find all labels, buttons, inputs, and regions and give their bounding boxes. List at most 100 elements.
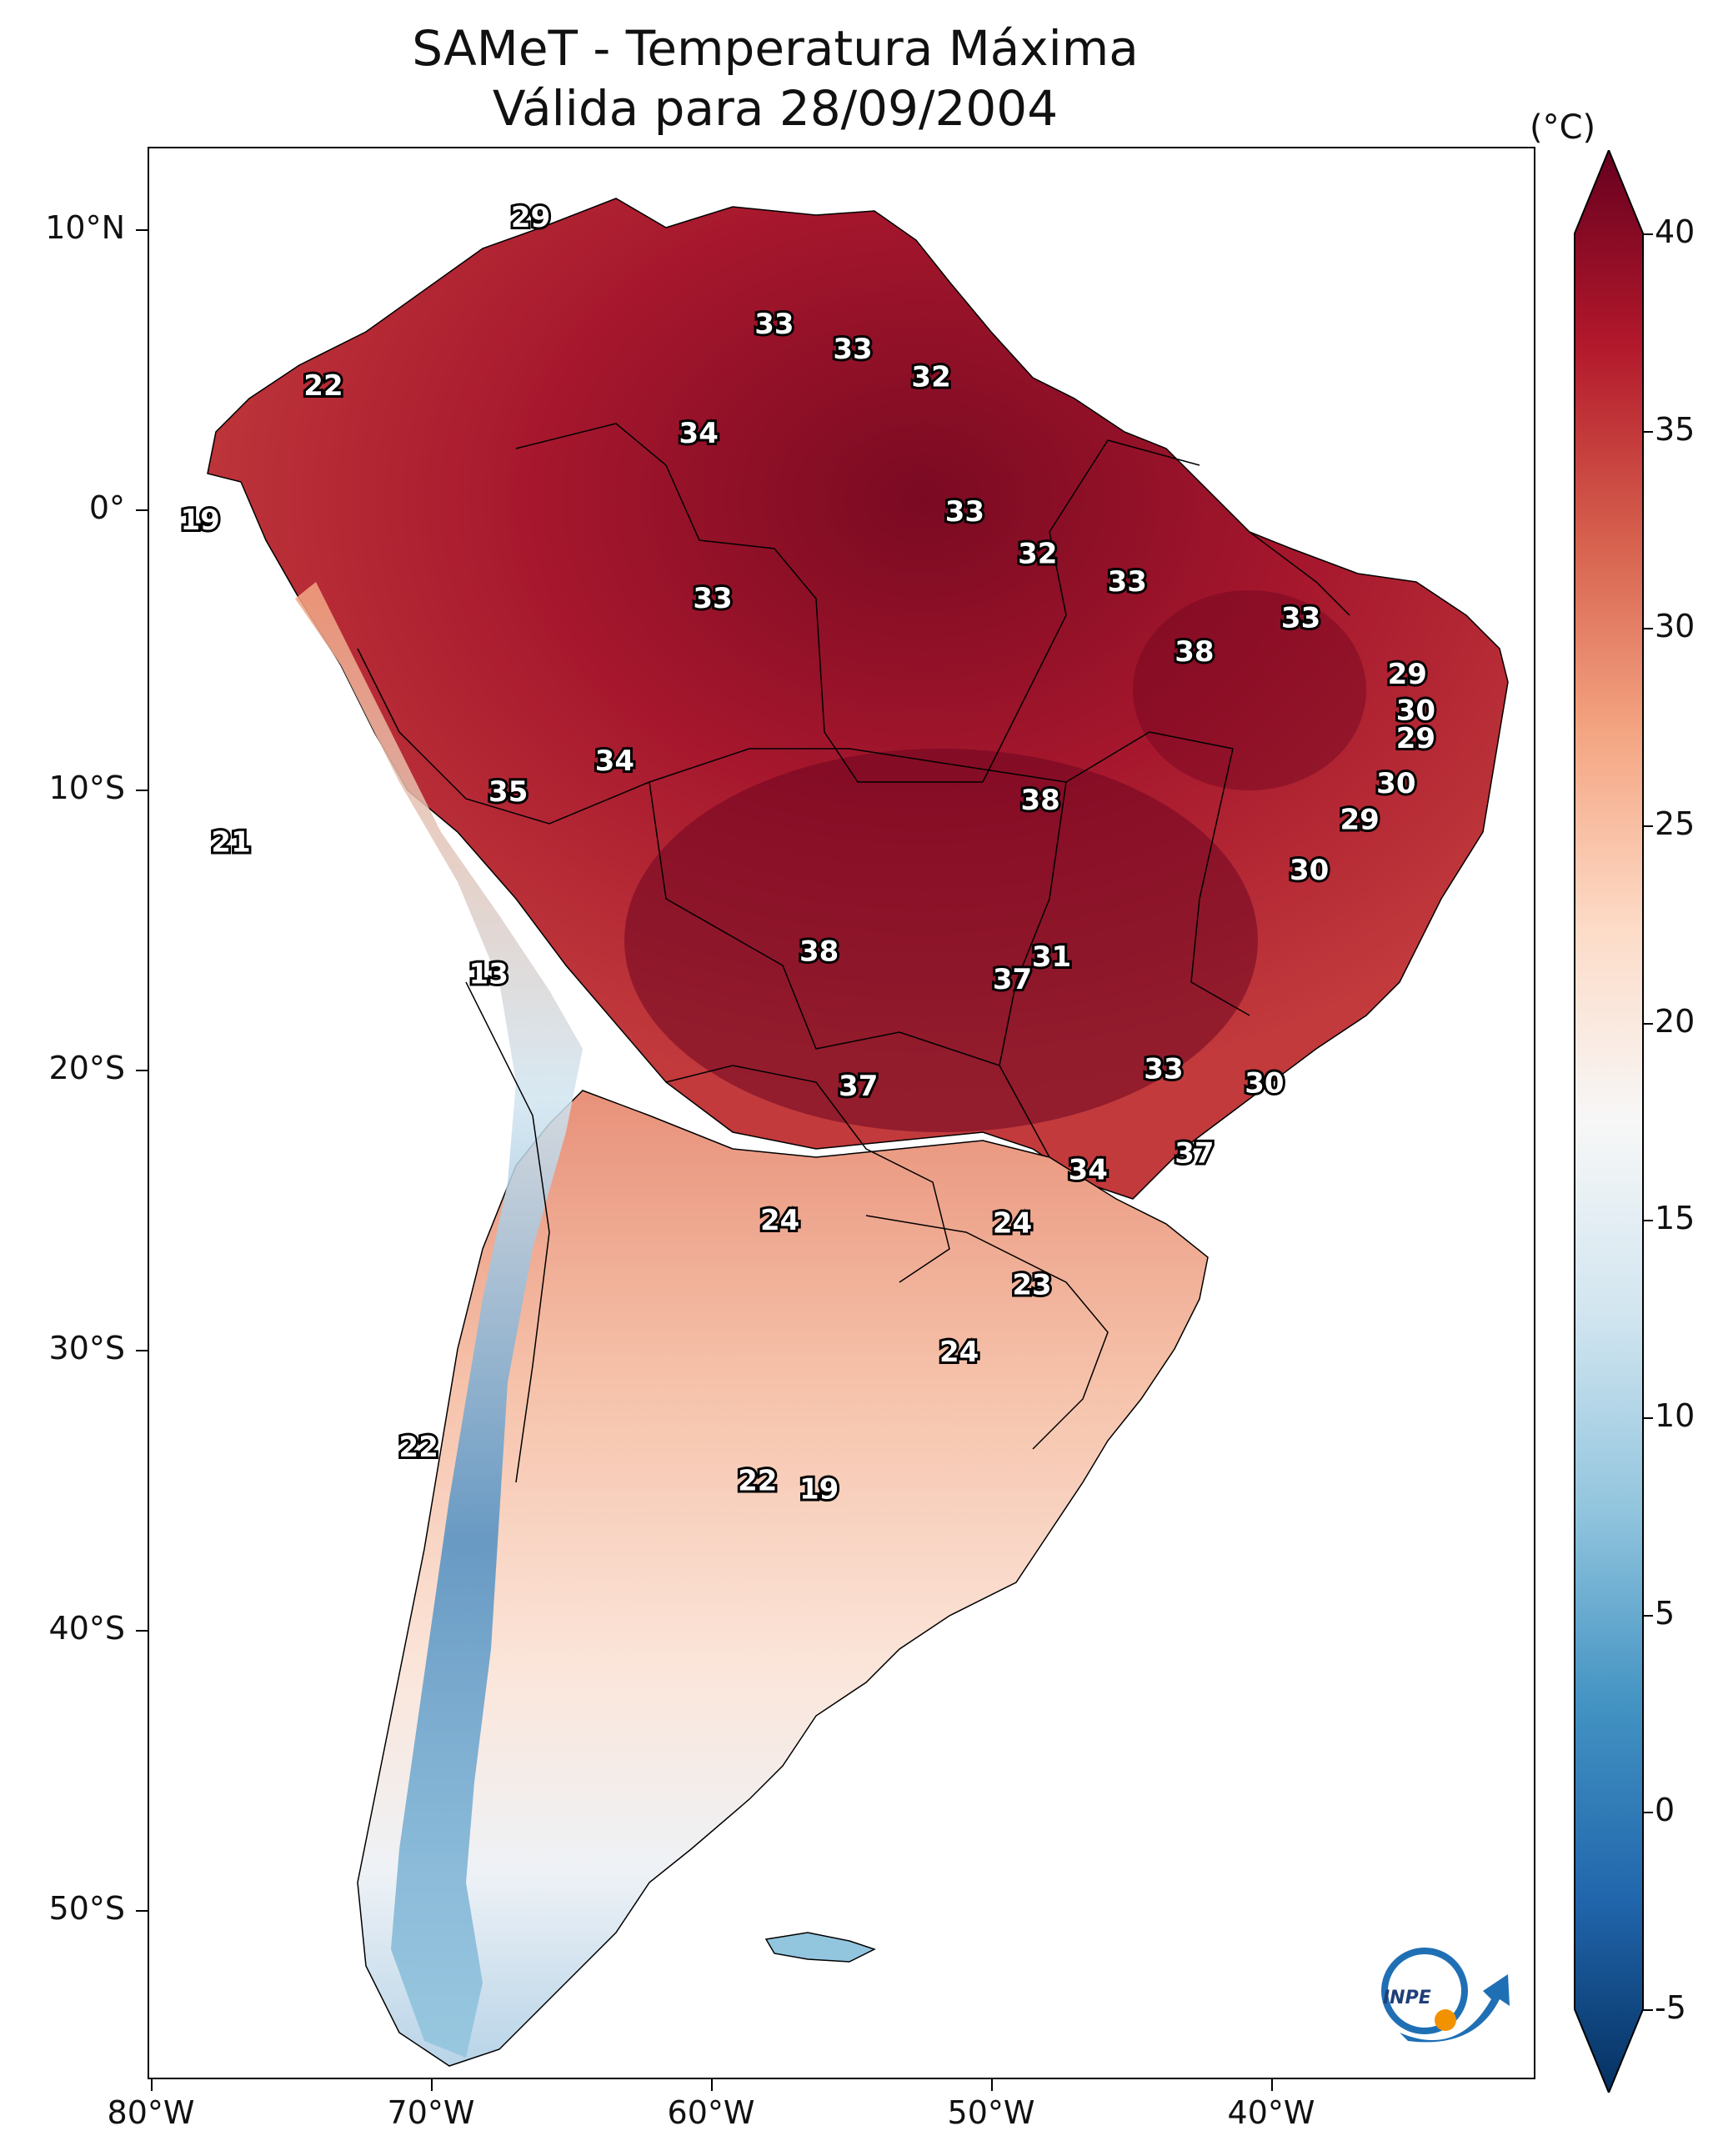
station-label: 29 [1396, 722, 1435, 755]
station-label: 24 [993, 1206, 1032, 1240]
station-label: 38 [1175, 635, 1214, 669]
colorbar-tick-label: 5 [1655, 1594, 1675, 1632]
colorbar-tick-label: 25 [1655, 805, 1695, 842]
station-label: 33 [1281, 602, 1320, 635]
station-label: 24 [939, 1336, 979, 1369]
station-label: 19 [180, 504, 219, 537]
colorbar-tick-label: -5 [1655, 1989, 1686, 2026]
colorbar-tick-label: 15 [1655, 1200, 1695, 1237]
map-panel: 29 33 33 32 22 34 19 33 32 33 33 33 38 29 30 29 34 30 35 38… [148, 147, 1535, 2079]
station-label: 31 [1032, 940, 1071, 974]
station-label: 22 [738, 1465, 777, 1498]
title-line-1: SAMeT - Temperatura Máxima [412, 20, 1139, 77]
latitude-label: 0° [88, 489, 125, 526]
latitude-tick [136, 1630, 148, 1632]
station-label: 13 [469, 957, 508, 990]
station-label: 30 [1245, 1066, 1284, 1100]
colorbar-tick [1643, 628, 1653, 630]
continent-south-region [357, 1090, 1209, 2067]
longitude-label: 60°W [667, 2094, 755, 2131]
longitude-label: 70°W [387, 2094, 475, 2131]
heat-core-1 [624, 749, 1258, 1132]
latitude-label: 30°S [48, 1330, 125, 1366]
falkland-islands [764, 1932, 876, 1963]
latitude-tick [136, 1910, 148, 1912]
latitude-label: 10°N [45, 209, 125, 246]
country-borders [357, 423, 1350, 1483]
station-label: 33 [693, 582, 732, 615]
station-label: 29 [511, 201, 550, 234]
latitude-label: 10°S [48, 770, 125, 806]
colorbar-tick-label: 0 [1655, 1792, 1675, 1829]
station-label: 29 [1340, 804, 1379, 837]
andes-cold-band [295, 582, 583, 2058]
station-label: 37 [1175, 1136, 1214, 1170]
station-label: 32 [911, 361, 950, 394]
colorbar-tick-label: 40 [1655, 213, 1695, 250]
colorbar-tick [1643, 1614, 1653, 1617]
latitude-label: 50°S [48, 1890, 125, 1927]
colorbar-tick [1643, 1417, 1653, 1419]
colorbar-unit: (°C) [1530, 108, 1596, 147]
station-label: 24 [760, 1204, 799, 1237]
station-label: 33 [945, 495, 984, 529]
colorbar-tick-label: 35 [1655, 410, 1695, 448]
station-label: 34 [1069, 1154, 1108, 1187]
latitude-tick [136, 509, 148, 511]
colorbar-tick [1643, 430, 1653, 433]
colorbar-tick [1643, 1220, 1653, 1222]
station-label: 33 [1144, 1053, 1183, 1086]
title-line-2: Válida para 28/09/2004 [492, 80, 1059, 137]
latitude-tick [136, 1350, 148, 1351]
colorbar-body [1574, 150, 1644, 2093]
longitude-label: 80°W [107, 2094, 195, 2131]
station-label: 22 [399, 1431, 438, 1464]
latitude-tick [136, 790, 148, 791]
map-title: SAMeT - Temperatura Máxima Válida para 2… [150, 18, 1400, 138]
longitude-tick [1271, 2079, 1273, 2091]
longitude-label: 40°W [1227, 2094, 1315, 2131]
station-label: 33 [754, 308, 794, 341]
inpe-logo-text: INPE [1383, 1988, 1431, 2008]
station-label: 30 [1396, 694, 1435, 728]
colorbar-tick-label: 20 [1655, 1002, 1695, 1040]
colorbar-tick [1643, 233, 1653, 235]
station-label: 33 [833, 333, 872, 366]
colorbar-tick [1643, 1022, 1653, 1025]
colorbar-tick [1643, 2009, 1653, 2011]
station-label: 34 [595, 745, 634, 778]
longitude-tick [711, 2079, 713, 2091]
station-label: 38 [1020, 784, 1059, 817]
station-label: 30 [1290, 854, 1329, 887]
station-label: 30 [1376, 767, 1415, 800]
station-label: 35 [488, 775, 528, 809]
station-label: 23 [1012, 1268, 1051, 1301]
station-label: 29 [1388, 658, 1427, 691]
station-label: 21 [211, 825, 250, 859]
station-label: 37 [993, 963, 1032, 996]
station-label: 33 [1108, 565, 1147, 599]
longitude-tick [151, 2079, 153, 2091]
station-label: 32 [1018, 537, 1057, 570]
station-label: 38 [799, 935, 839, 969]
station-label: 22 [303, 369, 343, 403]
latitude-tick [136, 229, 148, 231]
longitude-label: 50°W [947, 2094, 1035, 2131]
colorbar-tick [1643, 1812, 1653, 1814]
colorbar-tick-label: 10 [1655, 1397, 1695, 1434]
station-label: 19 [799, 1473, 839, 1507]
station-label: 37 [839, 1070, 878, 1103]
inpe-logo: INPE [1381, 1948, 1510, 2043]
colorbar-tick-label: 30 [1655, 608, 1695, 645]
colorbar [1574, 150, 1644, 2093]
heat-core-2 [1133, 590, 1366, 790]
longitude-tick [991, 2079, 993, 2091]
colorbar-tick [1643, 825, 1653, 827]
latitude-label: 20°S [48, 1050, 125, 1086]
station-label: 34 [679, 417, 719, 450]
latitude-tick [136, 1070, 148, 1071]
longitude-tick [431, 2079, 433, 2091]
latitude-label: 40°S [48, 1610, 125, 1647]
